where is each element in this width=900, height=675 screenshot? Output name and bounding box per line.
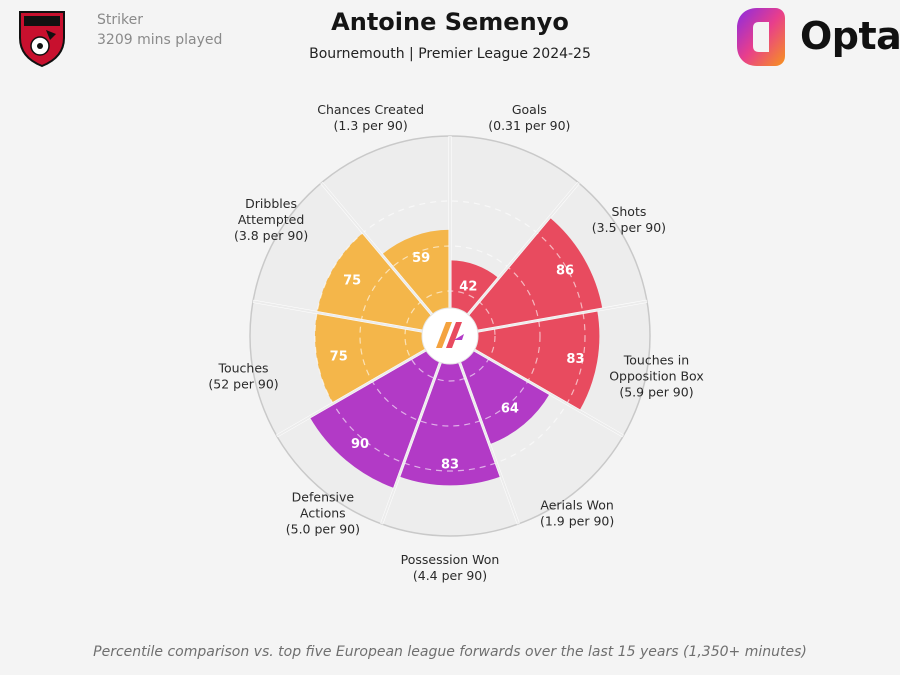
minutes-played: 3209 mins played bbox=[97, 32, 223, 48]
spoke-overlay-4 bbox=[449, 335, 624, 437]
value-label-shots: 86 bbox=[556, 264, 574, 279]
center-logo-icon bbox=[436, 322, 464, 348]
category-label-goals: Goals (0.31 per 90) bbox=[488, 102, 570, 133]
category-label-aerials-won: Aerials Won (1.9 per 90) bbox=[540, 498, 614, 529]
grid-ring-3 bbox=[314, 200, 586, 472]
spoke-overlay-3 bbox=[449, 300, 648, 337]
page-title: Antoine Semenyo bbox=[331, 8, 569, 36]
club-crest-logo bbox=[19, 11, 65, 68]
category-label-defensive-actions: Defensive Actions (5.0 per 90) bbox=[286, 490, 360, 537]
value-label-touches: 75 bbox=[330, 350, 348, 365]
bar-dribbles-attempted bbox=[317, 232, 450, 336]
value-label-dribbles-attempted: 75 bbox=[343, 274, 361, 289]
category-label-touches: Touches (52 per 90) bbox=[208, 360, 278, 391]
page-subtitle: Bournemouth | Premier League 2024-25 bbox=[309, 46, 591, 62]
value-label-possession-won: 83 bbox=[441, 457, 459, 472]
category-label-touches-in-opposition-box: Touches in Opposition Box (5.9 per 90) bbox=[609, 352, 704, 399]
player-meta: Striker 3209 mins played bbox=[97, 10, 222, 50]
spoke-overlay-5 bbox=[449, 335, 520, 525]
value-label-chances-created: 59 bbox=[412, 251, 430, 266]
bar-shots bbox=[450, 217, 603, 336]
spoke-overlay-2 bbox=[449, 182, 580, 337]
player-position: Striker bbox=[97, 12, 143, 28]
spoke-overlay-6 bbox=[380, 335, 451, 525]
category-label-possession-won: Possession Won (4.4 per 90) bbox=[401, 552, 500, 583]
brand-name: Opta bbox=[800, 14, 900, 58]
value-label-aerials-won: 64 bbox=[501, 401, 519, 416]
bar-touches bbox=[315, 312, 450, 404]
spoke-overlay-8 bbox=[252, 300, 451, 337]
category-label-shots: Shots (3.5 per 90) bbox=[592, 204, 666, 235]
bar-chances-created bbox=[381, 229, 450, 336]
value-label-touches-in-opposition-box: 83 bbox=[566, 352, 584, 367]
bar-defensive-actions bbox=[309, 336, 450, 489]
category-label-chances-created: Chances Created (1.3 per 90) bbox=[317, 102, 424, 133]
center-logo-disc bbox=[421, 307, 479, 365]
category-label-dribbles-attempted: Dribbles Attempted (3.8 per 90) bbox=[234, 196, 308, 243]
value-label-defensive-actions: 90 bbox=[351, 437, 369, 452]
spoke-overlay-9 bbox=[320, 182, 451, 337]
bar-aerials-won bbox=[450, 336, 550, 445]
spoke-overlay-7 bbox=[276, 335, 451, 437]
value-label-goals: 42 bbox=[459, 280, 477, 295]
bar-possession-won bbox=[398, 336, 502, 486]
opta-logo-icon bbox=[737, 8, 785, 66]
footnote: Percentile comparison vs. top five Europ… bbox=[93, 644, 807, 660]
bar-touches-in-opposition-box bbox=[450, 310, 600, 411]
